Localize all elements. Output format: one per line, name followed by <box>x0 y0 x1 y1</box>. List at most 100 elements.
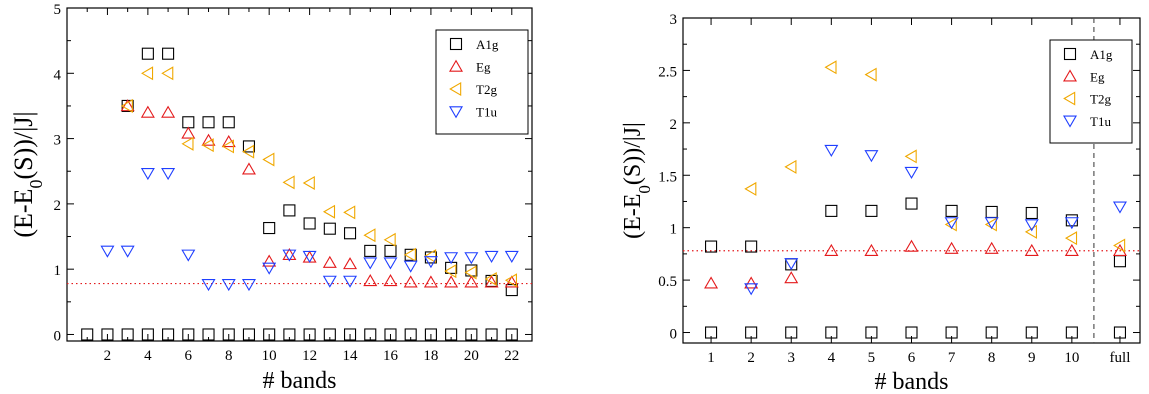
x-tick-label: 2 <box>747 350 755 366</box>
point-a1g <box>905 197 918 210</box>
point-t2g <box>403 247 416 262</box>
x-tick-label: 4 <box>144 348 152 364</box>
point-a1g <box>1113 255 1127 268</box>
y-axis-title-rest: (S))/|J| <box>9 111 38 179</box>
point-a1g <box>1065 326 1078 339</box>
legend: A1g Eg T2g T1u <box>435 29 529 135</box>
y-axis-title: (E-E0(S))/|J| <box>9 111 46 237</box>
point-t1u <box>403 260 418 273</box>
point-a1g <box>101 328 114 341</box>
legend: A1g Eg T2g T1u <box>1049 39 1133 144</box>
point-t2g <box>120 98 133 113</box>
right-chart: 1 2 3 4 5 6 7 8 9 10 full 0 0.5 1 1.5 2 2.5 3 A1g Eg T2g T1u #… <box>620 12 1141 394</box>
x-tick-label: 20 <box>464 348 479 364</box>
x-tick-label: 4 <box>828 350 836 366</box>
point-eg <box>944 241 959 254</box>
point-t1u <box>484 250 499 263</box>
legend-label-a1g: A1g <box>476 37 499 52</box>
point-a1g <box>283 204 296 217</box>
point-t1u <box>100 245 115 258</box>
point-a1g <box>343 328 357 341</box>
x-tick-label: 8 <box>225 348 233 364</box>
x-tick-label: 5 <box>868 350 876 366</box>
point-t1u <box>221 278 236 292</box>
point-eg <box>864 243 879 256</box>
point-t2g <box>181 136 194 151</box>
point-t2g <box>242 144 255 159</box>
point-eg <box>824 243 839 256</box>
point-t2g <box>221 139 234 154</box>
legend-marker-t2g <box>1063 91 1076 106</box>
point-a1g <box>121 328 134 341</box>
point-eg <box>784 271 799 284</box>
point-t2g <box>1113 238 1126 253</box>
point-t2g <box>282 175 295 190</box>
y-tick-label: 3 <box>670 12 678 28</box>
x-tick-label: 8 <box>988 350 996 366</box>
y-tick-label: 5 <box>54 2 62 18</box>
point-a1g <box>323 328 336 341</box>
series-t2g <box>744 60 1126 253</box>
point-eg <box>181 126 196 139</box>
point-t2g <box>784 159 797 174</box>
point-a1g <box>182 116 195 129</box>
series-t1u <box>100 167 519 292</box>
point-a1g <box>283 328 296 341</box>
point-t1u <box>1024 219 1039 232</box>
y-tick-label: 4 <box>54 67 62 83</box>
point-t1u <box>322 275 337 288</box>
point-eg <box>383 274 398 287</box>
point-eg <box>484 275 499 288</box>
point-a1g <box>465 328 478 341</box>
point-a1g <box>705 240 718 253</box>
point-eg <box>904 239 919 252</box>
point-a1g <box>865 204 878 217</box>
legend-label-t1u: T1u <box>1090 114 1111 129</box>
point-a1g <box>303 217 316 230</box>
point-eg <box>282 247 297 261</box>
y-axis-title-base: (E-E <box>9 189 38 238</box>
point-a1g <box>785 326 798 339</box>
point-t2g <box>322 204 336 219</box>
point-eg <box>423 275 438 288</box>
point-t1u <box>744 283 759 296</box>
legend-marker-t1u <box>1062 115 1078 128</box>
y-tick-label: 1 <box>54 263 62 279</box>
y-tick-label: 3 <box>54 133 62 149</box>
point-eg <box>1064 243 1079 256</box>
point-eg <box>403 275 418 288</box>
legend-marker-eg <box>1062 69 1078 82</box>
point-a1g <box>222 116 235 129</box>
point-t1u <box>140 167 155 181</box>
point-a1g <box>1025 206 1038 220</box>
point-t2g <box>201 138 214 153</box>
point-a1g <box>865 326 878 339</box>
point-t1u <box>1064 217 1079 230</box>
point-a1g <box>384 244 397 257</box>
x-tick-label: 12 <box>302 348 317 364</box>
point-eg <box>140 105 155 118</box>
point-t1u <box>444 252 459 265</box>
point-t1u <box>504 250 519 263</box>
legend-marker-eg <box>448 59 464 72</box>
point-a1g <box>222 328 235 341</box>
x-tick-label: 10 <box>1064 350 1079 366</box>
legend-marker-t1u <box>448 106 464 119</box>
point-a1g <box>364 328 377 341</box>
point-t2g <box>464 265 477 280</box>
y-tick-label: 2.5 <box>658 64 677 80</box>
x-tick-label: 6 <box>185 348 193 364</box>
point-eg <box>464 275 479 288</box>
point-eg <box>241 162 256 175</box>
legend-marker-a1g <box>1063 47 1077 61</box>
point-a1g <box>182 328 195 341</box>
legend-box <box>1049 39 1133 144</box>
point-t1u <box>864 150 879 163</box>
y-tick-label: 2 <box>670 117 678 133</box>
point-t2g <box>161 66 174 81</box>
x-tick-label: 7 <box>948 350 956 366</box>
ticks: 1 2 3 4 5 6 7 8 9 10 full 0 0.5 1 1.5 2 2.5 3 <box>658 12 1140 366</box>
x-tick-label: full <box>1110 350 1131 366</box>
